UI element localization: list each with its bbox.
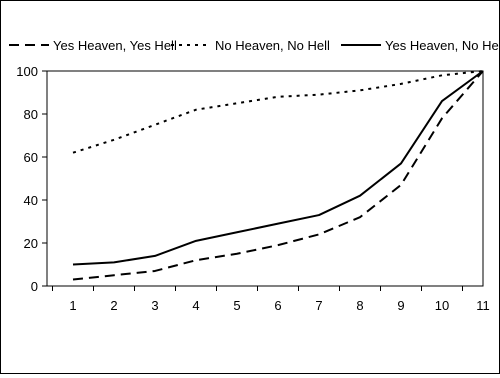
- x-tick-label: 11: [476, 298, 490, 313]
- x-tick-label: 9: [397, 298, 404, 313]
- y-tick-label: 20: [24, 236, 38, 251]
- y-tick-label: 60: [24, 150, 38, 165]
- x-tick-label: 6: [274, 298, 281, 313]
- legend-label-2: No Heaven, No Hell: [215, 38, 330, 53]
- x-tick-label: 8: [356, 298, 363, 313]
- series-line-3: [72, 70, 484, 266]
- x-tick-label: 5: [233, 298, 240, 313]
- x-tick-label: 7: [315, 298, 322, 313]
- y-tick-label: 100: [16, 64, 38, 79]
- x-tick-label: 1: [69, 298, 76, 313]
- y-axis: 0 20 40 60 80 100: [16, 64, 47, 294]
- legend-label-3: Yes Heaven, No Hell: [385, 38, 499, 53]
- series-line-2: [72, 70, 484, 154]
- series-line-1: [72, 70, 484, 281]
- legend-label-1: Yes Heaven, Yes Hell: [53, 38, 177, 53]
- y-tick-label: 80: [24, 107, 38, 122]
- x-tick-label: 4: [192, 298, 199, 313]
- series-group: [72, 70, 484, 281]
- legend: Yes Heaven, Yes Hell No Heaven, No Hell Ye…: [9, 38, 500, 53]
- x-axis: 1 2 3 4 5 6 7 8 9 10 11: [52, 286, 490, 313]
- x-tick-label: 3: [151, 298, 158, 313]
- x-tick-label: 2: [110, 298, 117, 313]
- y-tick-label: 0: [31, 279, 38, 294]
- y-tick-label: 40: [24, 193, 38, 208]
- plot-area: [46, 70, 484, 287]
- x-tick-label: 10: [435, 298, 449, 313]
